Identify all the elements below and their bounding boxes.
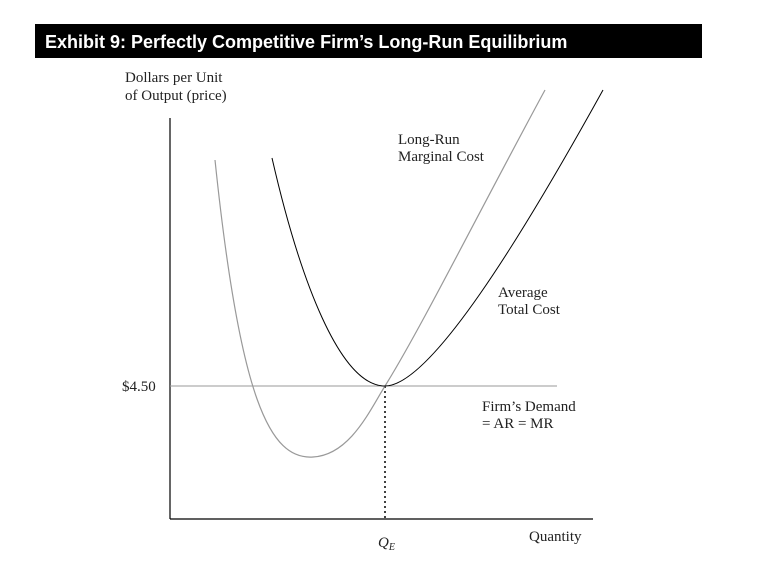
demand-label: Firm’s Demand	[482, 399, 576, 415]
title: Exhibit 9: Perfectly Competitive Firm’s …	[45, 32, 567, 52]
average-total-cost-curve	[271, 89, 604, 387]
quantity-label: QE	[378, 535, 395, 553]
x-axis-label: Quantity	[529, 529, 582, 545]
y-axis-label: of Output (price)	[125, 88, 227, 104]
y-axis-label: Dollars per Unit	[125, 70, 223, 86]
mc-label: Marginal Cost	[398, 149, 485, 165]
quantity-label-main: Q	[378, 535, 389, 551]
atc-label: Average	[498, 285, 548, 301]
mc-label: Long-Run	[398, 132, 460, 148]
price-label: $4.50	[122, 379, 156, 395]
marginal-cost-curve	[214, 89, 546, 458]
atc-label: Total Cost	[498, 302, 561, 318]
title-bar	[35, 24, 702, 58]
quantity-label-sub: E	[388, 542, 395, 553]
demand-label: = AR = MR	[482, 416, 554, 432]
